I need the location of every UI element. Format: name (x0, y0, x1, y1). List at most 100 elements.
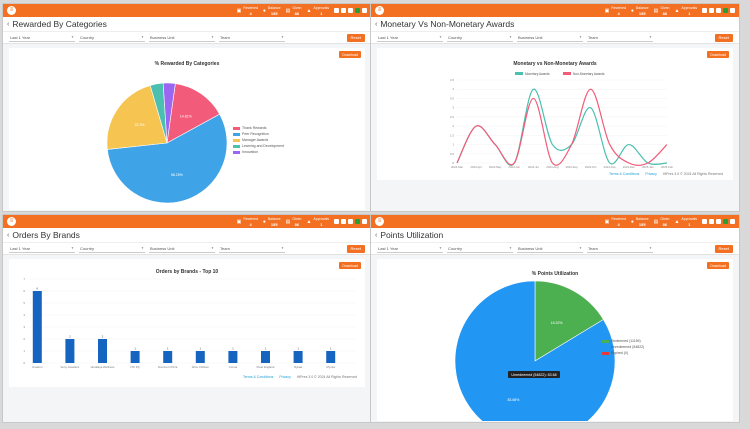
country-select[interactable]: Country ▼ (79, 34, 145, 42)
series-line[interactable] (456, 88, 668, 166)
stat-given[interactable]: ▤ Given 86 (285, 216, 302, 227)
flag-icon[interactable] (362, 8, 367, 13)
download-button[interactable]: Download (707, 51, 729, 58)
privacy-link[interactable]: Privacy (645, 172, 657, 176)
team-select[interactable]: Team ▼ (219, 245, 285, 253)
chat-icon[interactable] (702, 219, 707, 224)
legend-item[interactable]: Innovation (233, 149, 284, 155)
reset-button[interactable]: Reset (346, 33, 365, 42)
bar[interactable] (65, 339, 75, 363)
legend-item[interactable]: Peer Recognition (233, 131, 284, 137)
flag-icon[interactable] (362, 219, 367, 224)
legend-item[interactable]: Unredeemed (54822) (602, 344, 644, 350)
business-unit-select[interactable]: Business Unit ▼ (149, 245, 215, 253)
business-unit-select[interactable]: Business Unit ▼ (149, 34, 215, 42)
stat-approvals[interactable]: ▲ Approvals 1 (306, 216, 329, 227)
team-select[interactable]: Team ▼ (219, 34, 285, 42)
notification-icon[interactable] (709, 8, 714, 13)
bar[interactable] (293, 351, 303, 363)
stat-given[interactable]: ▤ Given 86 (653, 216, 670, 227)
stat-received[interactable]: ▣ Received 4 (236, 5, 258, 16)
stat-received[interactable]: ▣ Received 4 (604, 216, 626, 227)
pie-slice[interactable] (106, 85, 168, 150)
bar[interactable] (163, 351, 173, 363)
pie-slice[interactable] (166, 83, 221, 144)
stat-balance[interactable]: ● Balance 155 (262, 216, 281, 227)
notification-icon[interactable] (709, 219, 714, 224)
country-select[interactable]: Country ▼ (79, 245, 145, 253)
download-button[interactable]: Download (707, 262, 729, 269)
back-icon[interactable]: ‹ (7, 231, 10, 239)
stat-balance[interactable]: ● Balance 155 (630, 216, 649, 227)
excel-icon[interactable] (723, 8, 728, 13)
chat-icon[interactable] (334, 219, 339, 224)
privacy-link[interactable]: Privacy (279, 375, 291, 379)
chat-icon[interactable] (702, 8, 707, 13)
settings-icon[interactable] (348, 219, 353, 224)
stat-approvals[interactable]: ▲ Approvals 1 (674, 5, 697, 16)
period-select[interactable]: Last 1 Year ▼ (377, 245, 443, 253)
stat-approvals[interactable]: ▲ Approvals 1 (674, 216, 697, 227)
pie-slice[interactable] (162, 82, 176, 144)
reset-button[interactable]: Reset (714, 244, 733, 253)
period-select[interactable]: Last 1 Year ▼ (377, 34, 443, 42)
stat-given[interactable]: ▤ Given 86 (285, 5, 302, 16)
terms-link[interactable]: Terms & Conditions (242, 375, 274, 379)
legend-label[interactable]: Non-Monetary Awards (573, 72, 605, 76)
bar[interactable] (98, 339, 107, 363)
business-unit-select[interactable]: Business Unit ▼ (517, 245, 583, 253)
legend-item[interactable]: Thank Rewards (233, 125, 284, 131)
download-button[interactable]: Download (339, 51, 361, 58)
chat-icon[interactable] (334, 8, 339, 13)
menu-icon[interactable]: ≡ (375, 6, 384, 15)
excel-icon[interactable] (355, 8, 360, 13)
pie-slice[interactable] (454, 280, 616, 421)
legend-label[interactable]: Monetary Awards (525, 72, 550, 76)
legend-item[interactable]: Manager Awards (233, 137, 284, 143)
settings-icon[interactable] (348, 8, 353, 13)
x-tick-label: 2024-Mar (451, 165, 463, 169)
stat-approvals[interactable]: ▲ Approvals 1 (306, 5, 329, 16)
back-icon[interactable]: ‹ (375, 231, 378, 239)
back-icon[interactable]: ‹ (7, 20, 10, 28)
bar[interactable] (326, 351, 336, 363)
menu-icon[interactable]: ≡ (7, 6, 16, 15)
bar[interactable] (261, 351, 270, 363)
stat-received[interactable]: ▣ Received 4 (604, 5, 626, 16)
team-select[interactable]: Team ▼ (587, 245, 653, 253)
stat-balance[interactable]: ● Balance 155 (630, 5, 649, 16)
settings-icon[interactable] (716, 8, 721, 13)
country-select[interactable]: Country ▼ (447, 245, 513, 253)
reset-button[interactable]: Reset (714, 33, 733, 42)
period-select[interactable]: Last 1 Year ▼ (9, 34, 75, 42)
period-select[interactable]: Last 1 Year ▼ (9, 245, 75, 253)
pie-slice[interactable] (107, 113, 228, 204)
flag-icon[interactable] (730, 8, 735, 13)
stat-given[interactable]: ▤ Given 86 (653, 5, 670, 16)
flag-icon[interactable] (730, 219, 735, 224)
menu-icon[interactable]: ≡ (375, 217, 384, 226)
excel-icon[interactable] (355, 219, 360, 224)
settings-icon[interactable] (716, 219, 721, 224)
pie-slice[interactable] (534, 280, 604, 362)
back-icon[interactable]: ‹ (375, 20, 378, 28)
excel-icon[interactable] (723, 219, 728, 224)
menu-icon[interactable]: ≡ (7, 217, 16, 226)
legend-item[interactable]: Redeemed (11159) (602, 338, 644, 344)
terms-link[interactable]: Terms & Conditions (608, 172, 640, 176)
bar[interactable] (195, 351, 205, 363)
notification-icon[interactable] (341, 219, 346, 224)
legend-item[interactable]: Learning and Development (233, 143, 284, 149)
business-unit-select[interactable]: Business Unit ▼ (517, 34, 583, 42)
country-select[interactable]: Country ▼ (447, 34, 513, 42)
reset-button[interactable]: Reset (346, 244, 365, 253)
stat-received[interactable]: ▣ Received 4 (236, 216, 258, 227)
stat-balance[interactable]: ● Balance 155 (262, 5, 281, 16)
legend-item[interactable]: Expired (0) (602, 350, 644, 356)
team-select[interactable]: Team ▼ (587, 34, 653, 42)
bar[interactable] (228, 351, 238, 363)
notification-icon[interactable] (341, 8, 346, 13)
bar[interactable] (32, 291, 42, 363)
bar[interactable] (130, 351, 140, 363)
download-button[interactable]: Download (339, 262, 361, 269)
